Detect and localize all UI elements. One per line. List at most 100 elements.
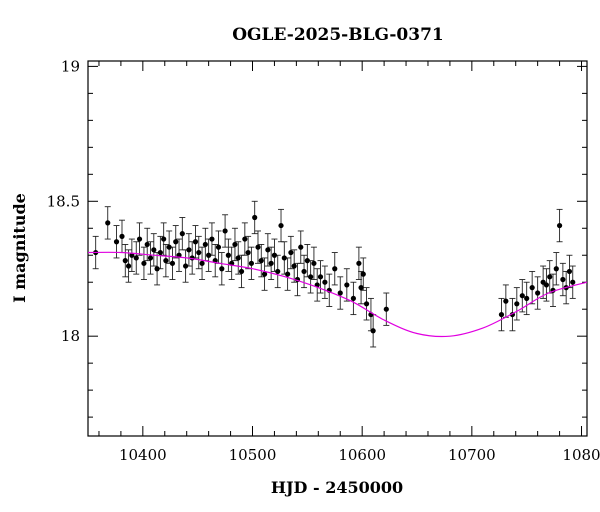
- data-point: [258, 258, 264, 264]
- data-point: [308, 274, 314, 280]
- data-point: [113, 239, 120, 245]
- data-points: [93, 214, 576, 334]
- x-tick-label: 10600: [338, 446, 386, 464]
- data-point: [285, 271, 291, 277]
- data-point: [235, 255, 241, 261]
- data-point: [271, 252, 278, 258]
- data-point: [222, 228, 228, 234]
- data-point: [281, 255, 287, 261]
- data-point: [161, 236, 167, 242]
- data-point: [154, 266, 160, 272]
- data-point: [547, 274, 553, 280]
- data-point: [248, 260, 255, 266]
- data-point: [215, 244, 222, 250]
- data-point: [192, 239, 199, 245]
- data-point: [136, 236, 143, 242]
- x-tick-label: 10500: [229, 446, 277, 464]
- data-point: [122, 258, 128, 264]
- data-point: [119, 233, 125, 239]
- data-point: [301, 268, 307, 275]
- data-point: [261, 271, 268, 277]
- data-point: [288, 249, 294, 256]
- axis-ticks: [88, 61, 587, 436]
- data-point: [356, 260, 362, 266]
- data-point: [383, 306, 389, 312]
- data-point: [298, 244, 304, 250]
- y-axis-label: I magnitude: [10, 193, 29, 303]
- chart-title: OGLE-2025-BLG-0371: [232, 25, 444, 45]
- data-point: [238, 268, 245, 275]
- data-point: [141, 260, 147, 266]
- data-point: [147, 255, 154, 261]
- data-point: [332, 266, 338, 272]
- data-point: [209, 236, 215, 242]
- x-tick-labels: 10400 10500 10600 10700 1080: [119, 446, 600, 464]
- data-point: [219, 266, 225, 272]
- data-point: [570, 279, 576, 285]
- data-point: [179, 231, 185, 237]
- data-point: [245, 249, 251, 256]
- data-point: [304, 258, 310, 264]
- data-point: [242, 236, 248, 242]
- data-point: [358, 285, 364, 291]
- data-point: [196, 249, 202, 256]
- data-point: [566, 268, 573, 275]
- data-point: [535, 290, 541, 296]
- data-point: [529, 285, 535, 291]
- data-point: [291, 263, 297, 269]
- data-point: [105, 220, 111, 226]
- data-point: [255, 244, 261, 250]
- data-point: [344, 282, 350, 288]
- data-point: [144, 241, 150, 248]
- data-point: [202, 241, 208, 248]
- data-point: [556, 222, 563, 229]
- error-bars: [92, 200, 576, 348]
- data-point: [275, 268, 281, 275]
- x-tick-label: 10400: [119, 446, 167, 464]
- model-curve: [87, 251, 588, 338]
- data-point: [265, 247, 271, 253]
- data-point: [157, 249, 163, 256]
- data-point: [337, 290, 343, 296]
- data-point: [169, 260, 176, 266]
- data-point: [543, 282, 550, 288]
- data-point: [278, 222, 284, 229]
- data-point: [553, 266, 559, 272]
- data-point: [370, 328, 376, 334]
- plot-frame: [87, 60, 588, 437]
- y-tick-label: 18: [61, 327, 80, 345]
- data-point: [252, 214, 258, 221]
- data-point: [206, 252, 212, 258]
- data-point: [151, 247, 157, 253]
- data-point: [350, 295, 357, 302]
- data-point: [322, 279, 328, 285]
- data-point: [232, 241, 238, 248]
- data-point: [166, 244, 172, 250]
- data-point: [163, 258, 169, 264]
- data-point: [560, 276, 566, 283]
- data-point: [125, 263, 132, 269]
- data-point: [360, 271, 366, 277]
- data-point: [317, 274, 324, 280]
- data-point: [133, 255, 139, 261]
- data-point: [503, 298, 509, 304]
- data-point: [524, 295, 530, 302]
- data-point: [514, 301, 520, 307]
- y-tick-label: 19: [61, 57, 80, 75]
- data-point: [519, 293, 525, 299]
- data-point: [173, 239, 179, 245]
- data-point: [268, 260, 274, 266]
- data-point: [186, 247, 192, 253]
- data-point: [225, 252, 231, 258]
- x-axis-label: HJD - 2450000: [271, 478, 403, 497]
- y-tick-labels: 18 18.5 19: [47, 57, 80, 345]
- data-point: [199, 260, 205, 266]
- data-point: [363, 301, 370, 307]
- x-tick-label: 1080: [562, 446, 600, 464]
- data-point: [183, 263, 189, 269]
- data-point: [311, 260, 317, 266]
- data-point: [498, 311, 505, 318]
- x-tick-label: 10700: [448, 446, 496, 464]
- y-tick-label: 18.5: [47, 192, 80, 210]
